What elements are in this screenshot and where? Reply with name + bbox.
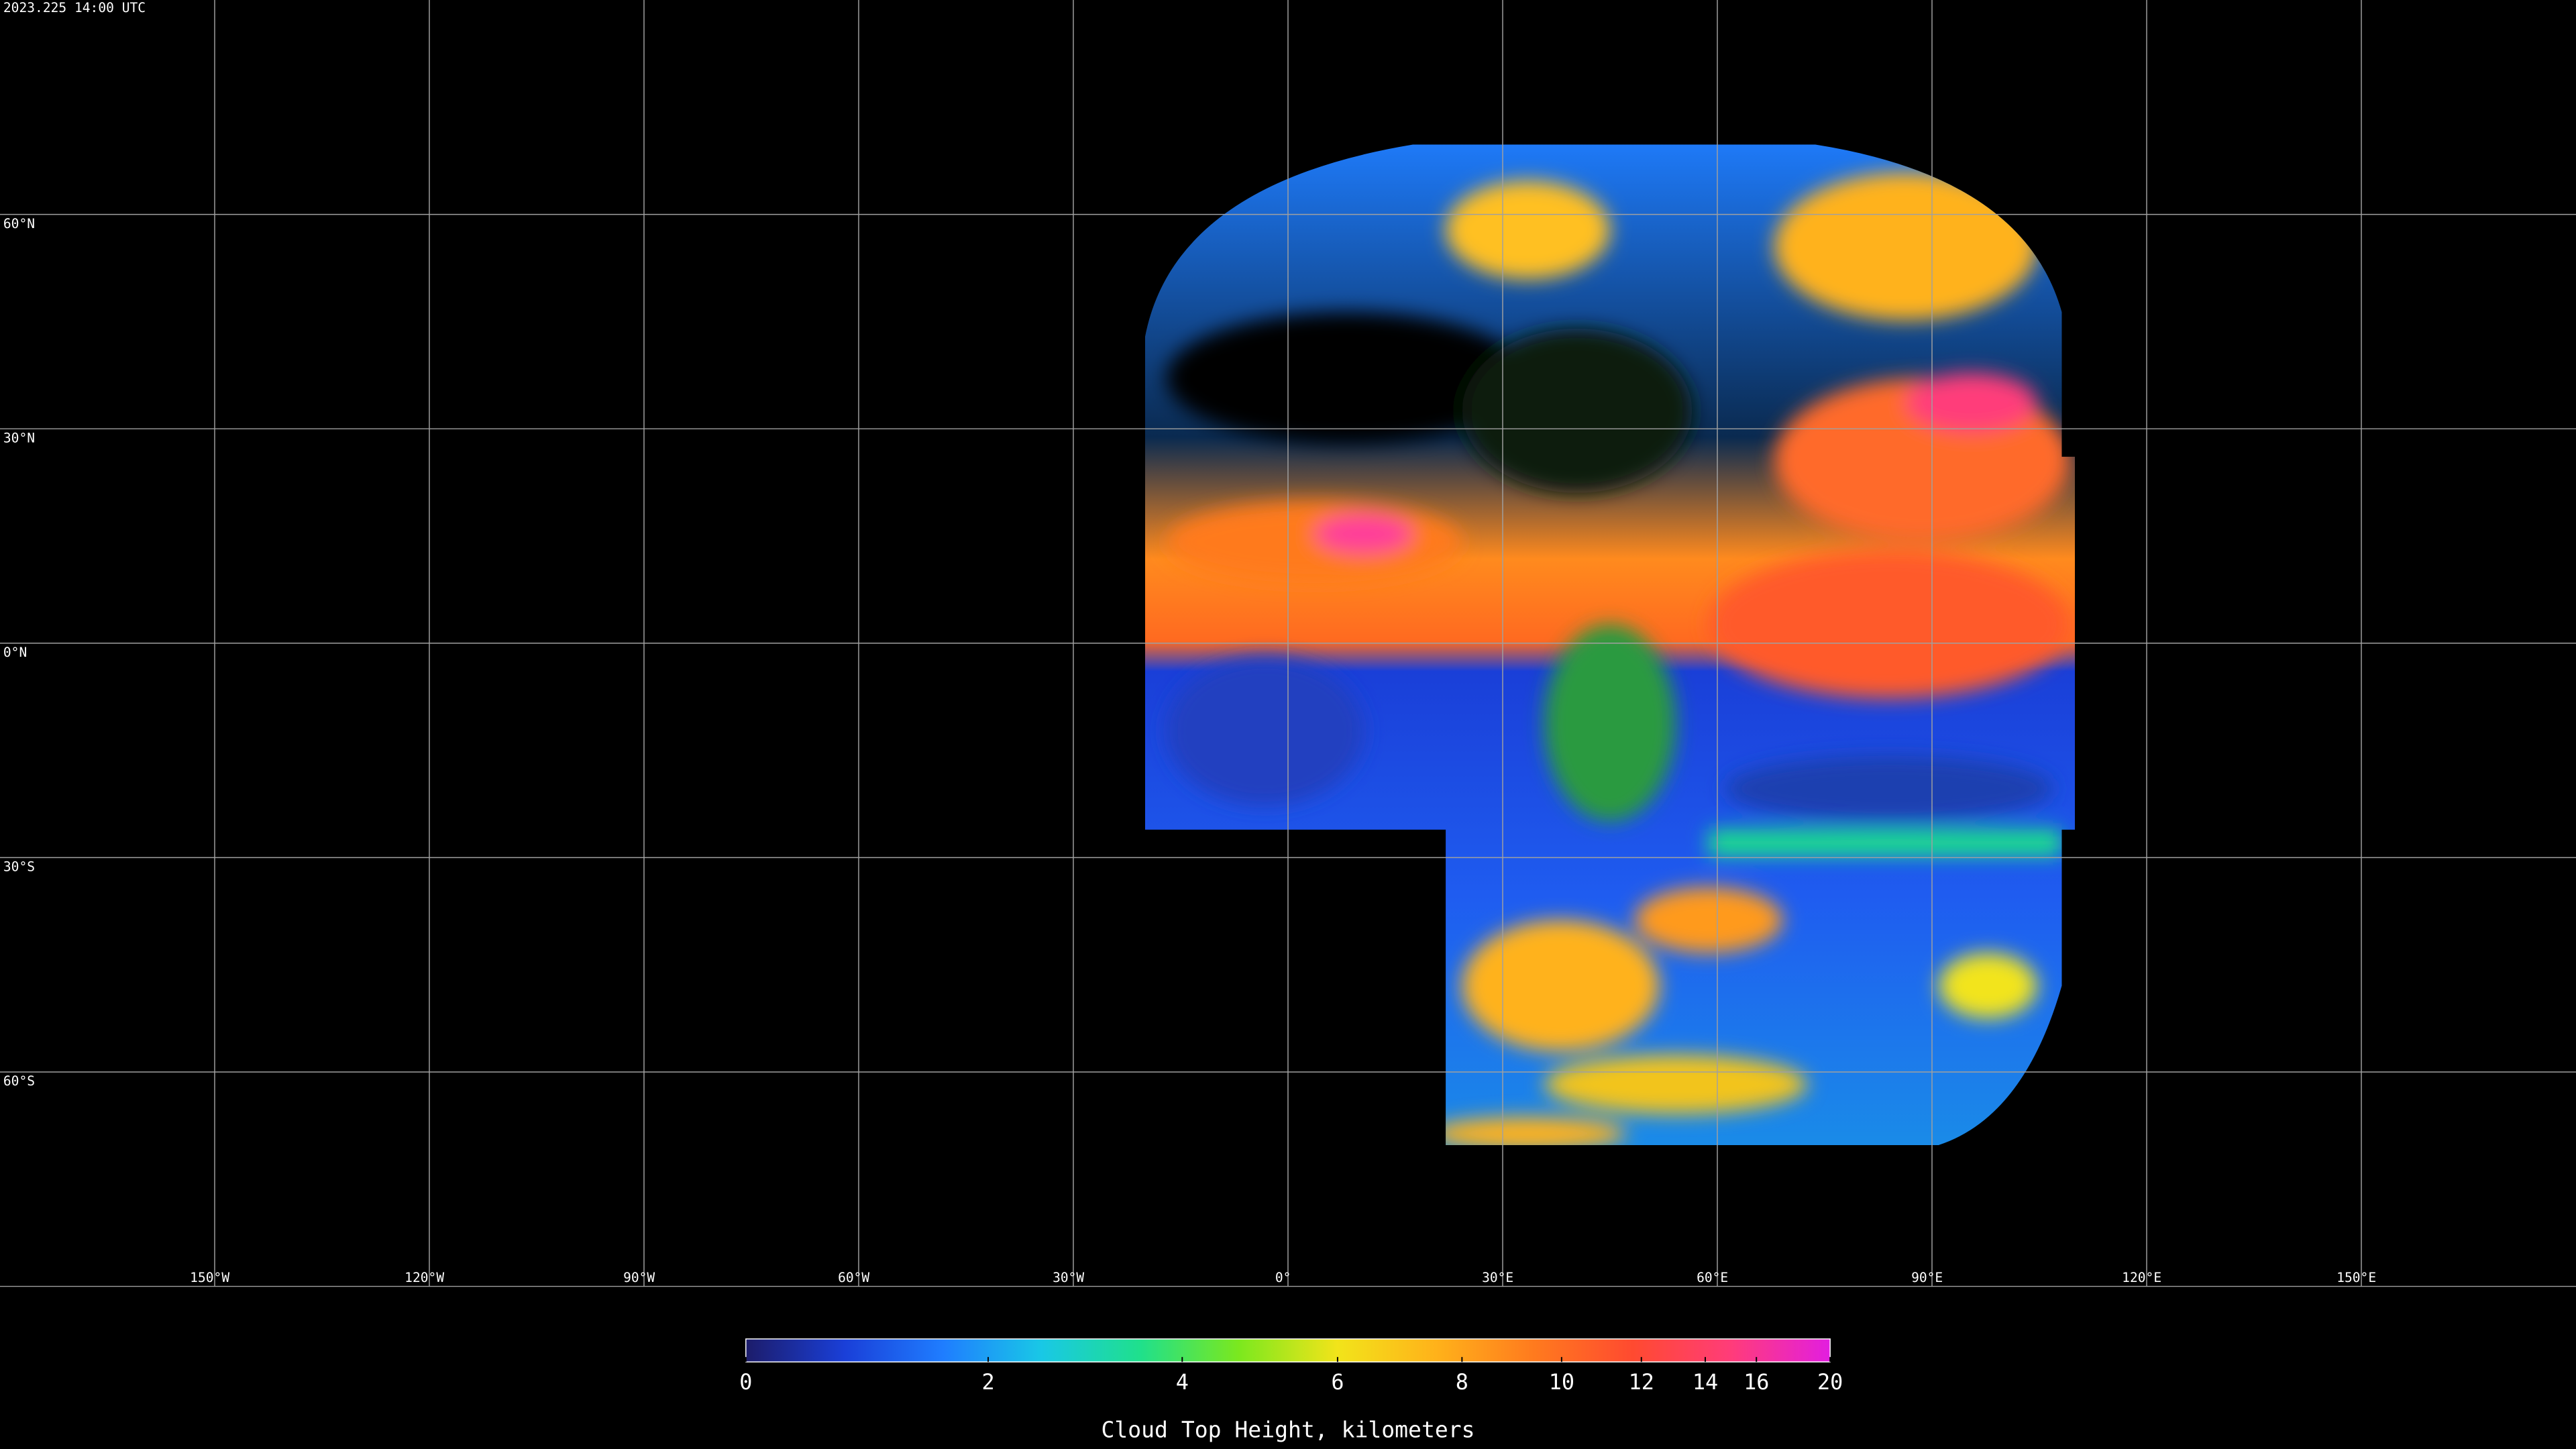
lon-label: 150°E (2337, 1270, 2376, 1285)
lon-label: 30°E (1482, 1270, 1513, 1285)
colorbar-tick-label: 12 (1629, 1369, 1654, 1395)
colorbar-tick-label: 6 (1331, 1369, 1344, 1395)
graticule: 150°W 120°W 90°W 60°W 30°W 0° 30°E 60°E 90°E 120°… (0, 0, 2576, 1287)
colorbar-ramp (745, 1338, 1831, 1362)
lat-label: 30°N (3, 430, 35, 445)
lon-label: 30°W (1053, 1270, 1084, 1285)
colorbar-tick-label: 10 (1549, 1369, 1574, 1395)
colorbar-tick-label: 16 (1743, 1369, 1769, 1395)
colorbar: 0 2 4 6 8 10 12 14 16 20 Cloud Top Height, kilomet… (739, 1338, 1843, 1443)
colorbar-title: Cloud Top Height, kilometers (1101, 1417, 1474, 1443)
lon-label: 120°W (405, 1270, 444, 1285)
colorbar-tick-label: 4 (1176, 1369, 1189, 1395)
lon-label: 0° (1275, 1270, 1291, 1285)
colorbar-tick-label: 0 (739, 1369, 752, 1395)
lon-label: 60°W (838, 1270, 869, 1285)
colorbar-tick-label: 8 (1456, 1369, 1468, 1395)
cloud-imagery (1144, 144, 2076, 1145)
lat-label: 0°N (3, 645, 27, 660)
lon-label: 120°E (2122, 1270, 2161, 1285)
colorbar-tick-label: 14 (1693, 1369, 1718, 1395)
lat-label: 30°S (3, 859, 35, 875)
colorbar-tick-label: 20 (1817, 1369, 1843, 1395)
lon-label: 150°W (190, 1270, 229, 1285)
timestamp: 2023.225 14:00 UTC (3, 0, 146, 15)
lon-label: 90°E (1911, 1270, 1943, 1285)
colorbar-tick-label: 2 (981, 1369, 994, 1395)
lon-label: 90°W (623, 1270, 655, 1285)
lon-label: 60°E (1697, 1270, 1728, 1285)
lat-label: 60°N (3, 216, 35, 231)
lat-label: 60°S (3, 1073, 35, 1089)
